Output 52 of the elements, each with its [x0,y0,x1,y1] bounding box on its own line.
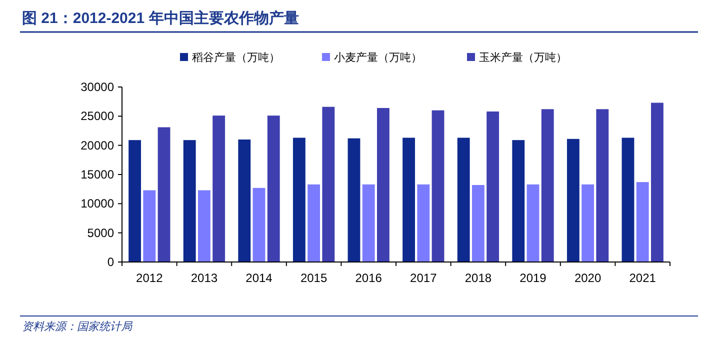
x-tick-label: 2014 [246,271,273,285]
bar [292,138,306,262]
bar [417,184,430,262]
bar [432,110,444,262]
x-tick-label: 2021 [629,271,656,285]
bar [267,116,280,262]
bar [348,138,360,262]
bar [238,140,251,262]
x-tick-label: 2015 [300,271,328,285]
legend-label: 稻谷产量（万吨） [192,51,280,64]
bar [636,182,649,262]
bar [596,109,609,262]
bar [541,109,554,262]
bar [377,108,390,262]
y-tick-label: 30000 [80,80,114,94]
bar [143,190,156,262]
bar [512,140,525,262]
bar [158,127,170,262]
bar [457,138,470,262]
bar [402,138,415,262]
bar [252,188,266,262]
bar [566,138,580,262]
bar [362,184,375,262]
x-tick-label: 2016 [355,271,382,285]
x-tick-label: 2017 [410,271,438,285]
y-tick-label: 15000 [80,168,114,182]
y-tick-label: 5000 [87,226,114,240]
bar [322,106,335,262]
bar [128,140,141,262]
legend-label: 小麦产量（万吨） [334,51,422,64]
x-tick-label: 2013 [190,271,218,285]
chart-title: 图 21：2012-2021 年中国主要农作物产量 [22,9,299,27]
bar [472,185,484,262]
y-tick-label: 20000 [80,138,114,152]
x-tick-label: 2020 [574,271,602,285]
bar [486,112,500,262]
text: 资料来源：国家统计局 [22,320,133,333]
bar [526,184,540,262]
bar [582,184,594,262]
bar [651,102,664,262]
y-tick-label: 0 [107,255,114,269]
bar [183,140,196,262]
bar [622,138,634,262]
legend-label: 玉米产量（万吨） [479,51,567,64]
bar [212,116,226,262]
y-tick-label: 10000 [80,196,114,211]
x-tick-label: 2012 [136,271,164,285]
x-tick-label: 2019 [520,271,547,285]
x-tick-label: 2018 [464,271,492,285]
bar [198,190,210,262]
y-tick-label: 25000 [80,109,114,124]
bar [308,184,320,262]
